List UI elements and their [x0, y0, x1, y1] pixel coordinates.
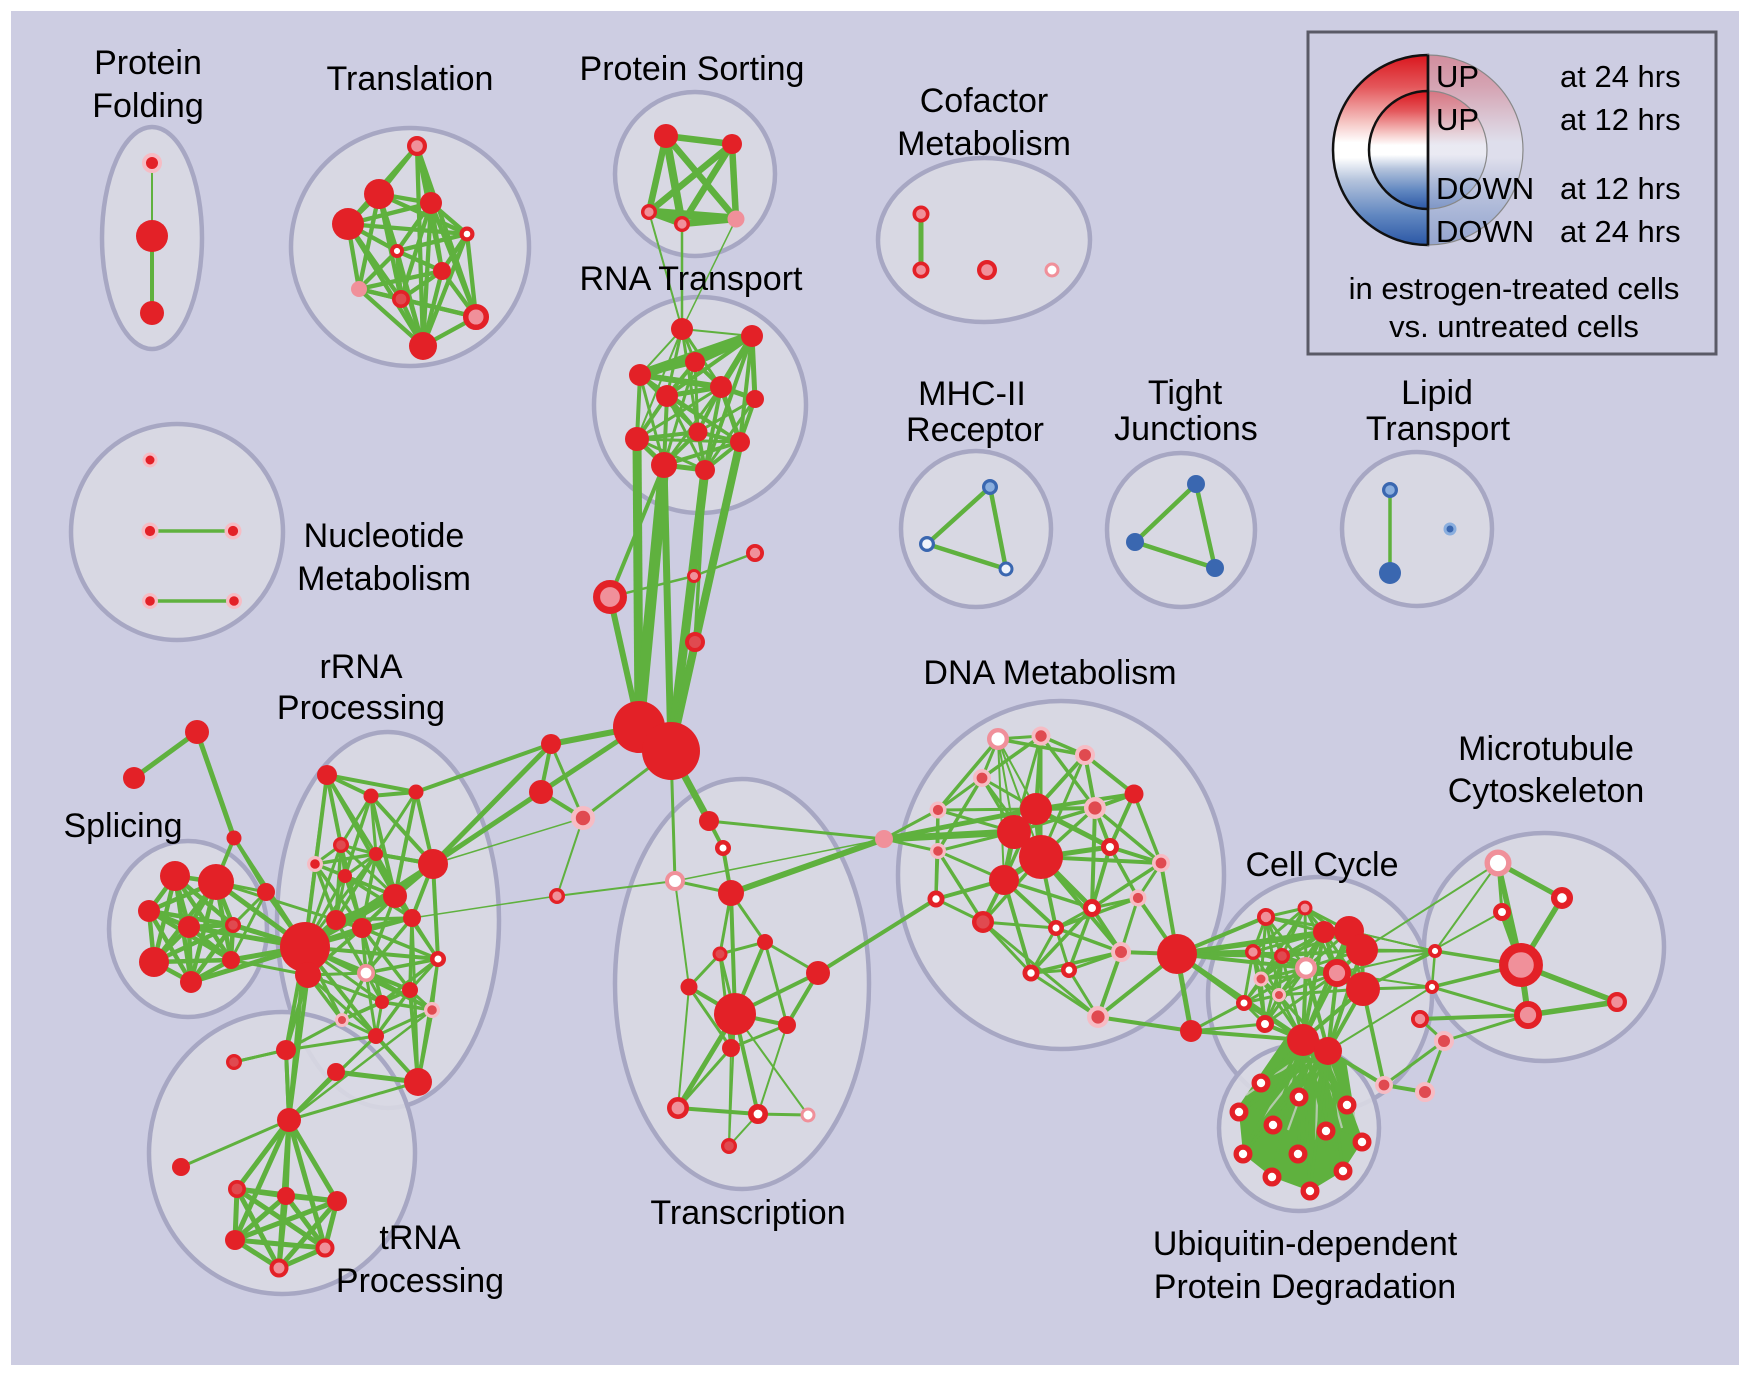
svg-text:Metabolism: Metabolism: [897, 125, 1071, 163]
svg-text:Lipid: Lipid: [1401, 374, 1473, 412]
svg-text:at 24 hrs: at 24 hrs: [1560, 59, 1681, 94]
svg-text:Protein Sorting: Protein Sorting: [580, 50, 805, 88]
svg-text:MHC-II: MHC-II: [918, 375, 1026, 413]
svg-text:RNA Transport: RNA Transport: [580, 260, 804, 298]
svg-text:in estrogen-treated cells: in estrogen-treated cells: [1349, 271, 1680, 306]
svg-text:Nucleotide: Nucleotide: [304, 517, 465, 555]
svg-text:Translation: Translation: [327, 60, 494, 98]
svg-text:Metabolism: Metabolism: [297, 560, 471, 598]
svg-text:UP: UP: [1436, 102, 1479, 137]
svg-text:UP: UP: [1436, 59, 1479, 94]
svg-text:tRNA: tRNA: [379, 1219, 461, 1257]
svg-text:Splicing: Splicing: [63, 807, 182, 845]
svg-text:at 12 hrs: at 12 hrs: [1560, 102, 1681, 137]
svg-text:Receptor: Receptor: [906, 411, 1044, 449]
svg-text:Transport: Transport: [1366, 410, 1511, 448]
svg-text:DOWN: DOWN: [1436, 214, 1534, 249]
svg-text:DNA Metabolism: DNA Metabolism: [923, 654, 1176, 692]
svg-text:rRNA: rRNA: [319, 648, 402, 686]
svg-text:vs. untreated cells: vs. untreated cells: [1389, 309, 1639, 344]
svg-text:Transcription: Transcription: [650, 1194, 845, 1232]
svg-text:Folding: Folding: [92, 87, 204, 125]
svg-text:Cofactor: Cofactor: [920, 82, 1049, 120]
svg-text:Junctions: Junctions: [1114, 410, 1258, 448]
svg-text:Microtubule: Microtubule: [1458, 730, 1634, 768]
svg-text:Cytoskeleton: Cytoskeleton: [1448, 772, 1645, 810]
svg-text:Processing: Processing: [277, 689, 445, 727]
svg-text:DOWN: DOWN: [1436, 171, 1534, 206]
svg-text:at 24 hrs: at 24 hrs: [1560, 214, 1681, 249]
svg-text:Ubiquitin-dependent: Ubiquitin-dependent: [1153, 1225, 1458, 1263]
svg-text:Tight: Tight: [1148, 374, 1223, 412]
svg-text:Protein Degradation: Protein Degradation: [1154, 1268, 1456, 1306]
svg-text:at 12 hrs: at 12 hrs: [1560, 171, 1681, 206]
svg-text:Processing: Processing: [336, 1262, 504, 1300]
svg-text:Cell Cycle: Cell Cycle: [1245, 846, 1398, 884]
svg-text:Protein: Protein: [94, 44, 202, 82]
